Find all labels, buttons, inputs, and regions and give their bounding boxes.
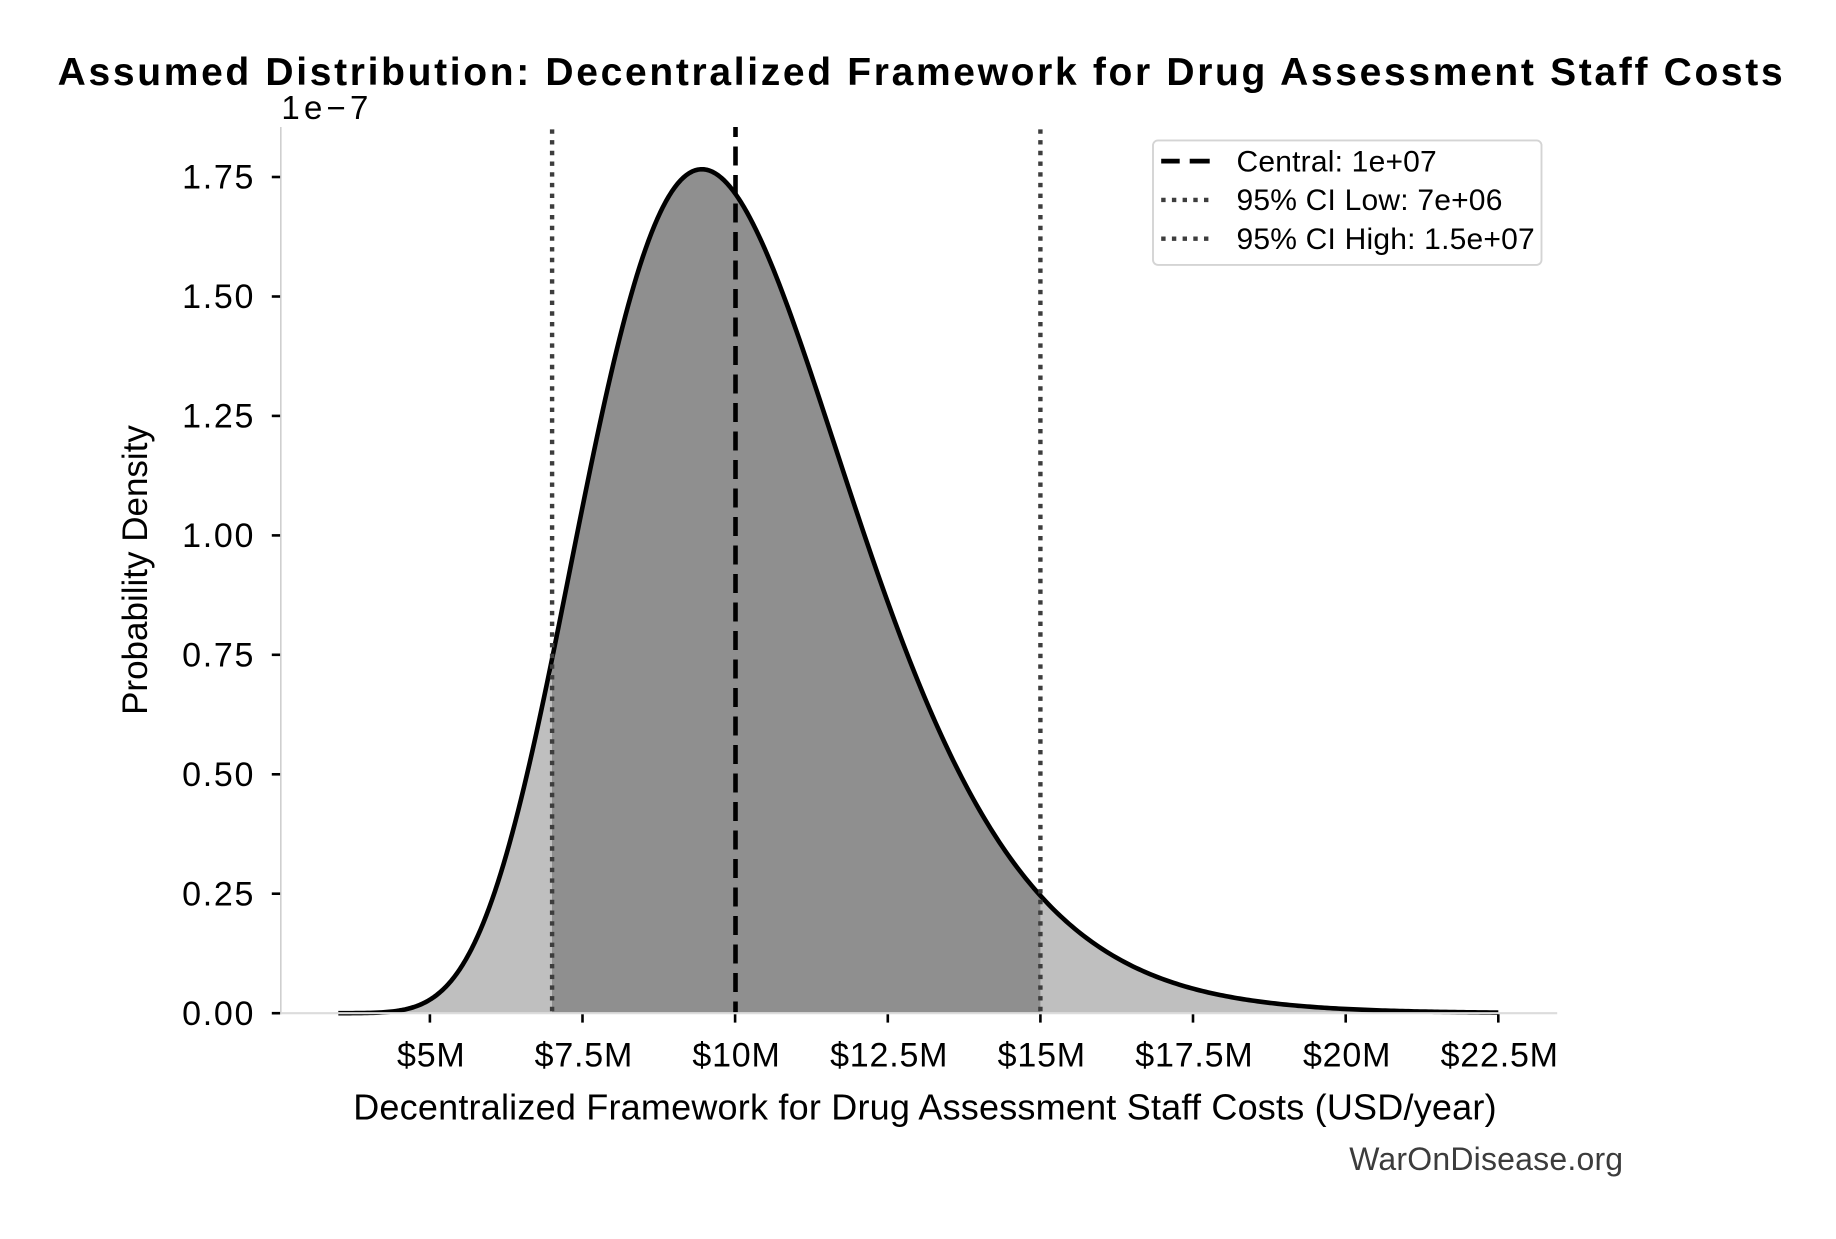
svg-text:1.75: 1.75 <box>182 159 255 197</box>
svg-text:$5M: $5M <box>397 1037 466 1075</box>
svg-text:$20M: $20M <box>1303 1037 1391 1075</box>
svg-text:Probability Density: Probability Density <box>116 425 155 715</box>
svg-text:1.25: 1.25 <box>182 398 255 436</box>
svg-text:0.75: 0.75 <box>182 637 255 675</box>
svg-text:$22.5M: $22.5M <box>1441 1037 1559 1075</box>
svg-text:1e−7: 1e−7 <box>281 89 372 126</box>
svg-text:WarOnDisease.org: WarOnDisease.org <box>1349 1141 1623 1177</box>
svg-text:Assumed Distribution: Decentra: Assumed Distribution: Decentralized Fram… <box>58 51 1786 94</box>
svg-text:1.50: 1.50 <box>182 278 255 316</box>
svg-text:0.25: 0.25 <box>182 875 255 913</box>
svg-text:0.00: 0.00 <box>182 995 255 1033</box>
svg-text:$15M: $15M <box>998 1037 1086 1075</box>
svg-text:Central: 1e+07: Central: 1e+07 <box>1237 145 1437 178</box>
svg-text:95% CI High: 1.5e+07: 95% CI High: 1.5e+07 <box>1237 223 1535 256</box>
svg-text:0.50: 0.50 <box>182 756 255 794</box>
svg-text:1.00: 1.00 <box>182 517 255 555</box>
svg-text:Decentralized Framework for Dr: Decentralized Framework for Drug Assessm… <box>353 1086 1497 1127</box>
svg-text:$10M: $10M <box>692 1037 780 1075</box>
svg-text:95% CI Low: 7e+06: 95% CI Low: 7e+06 <box>1237 184 1503 217</box>
svg-text:$7.5M: $7.5M <box>535 1037 634 1075</box>
svg-text:$12.5M: $12.5M <box>830 1037 948 1075</box>
svg-text:$17.5M: $17.5M <box>1135 1037 1253 1075</box>
